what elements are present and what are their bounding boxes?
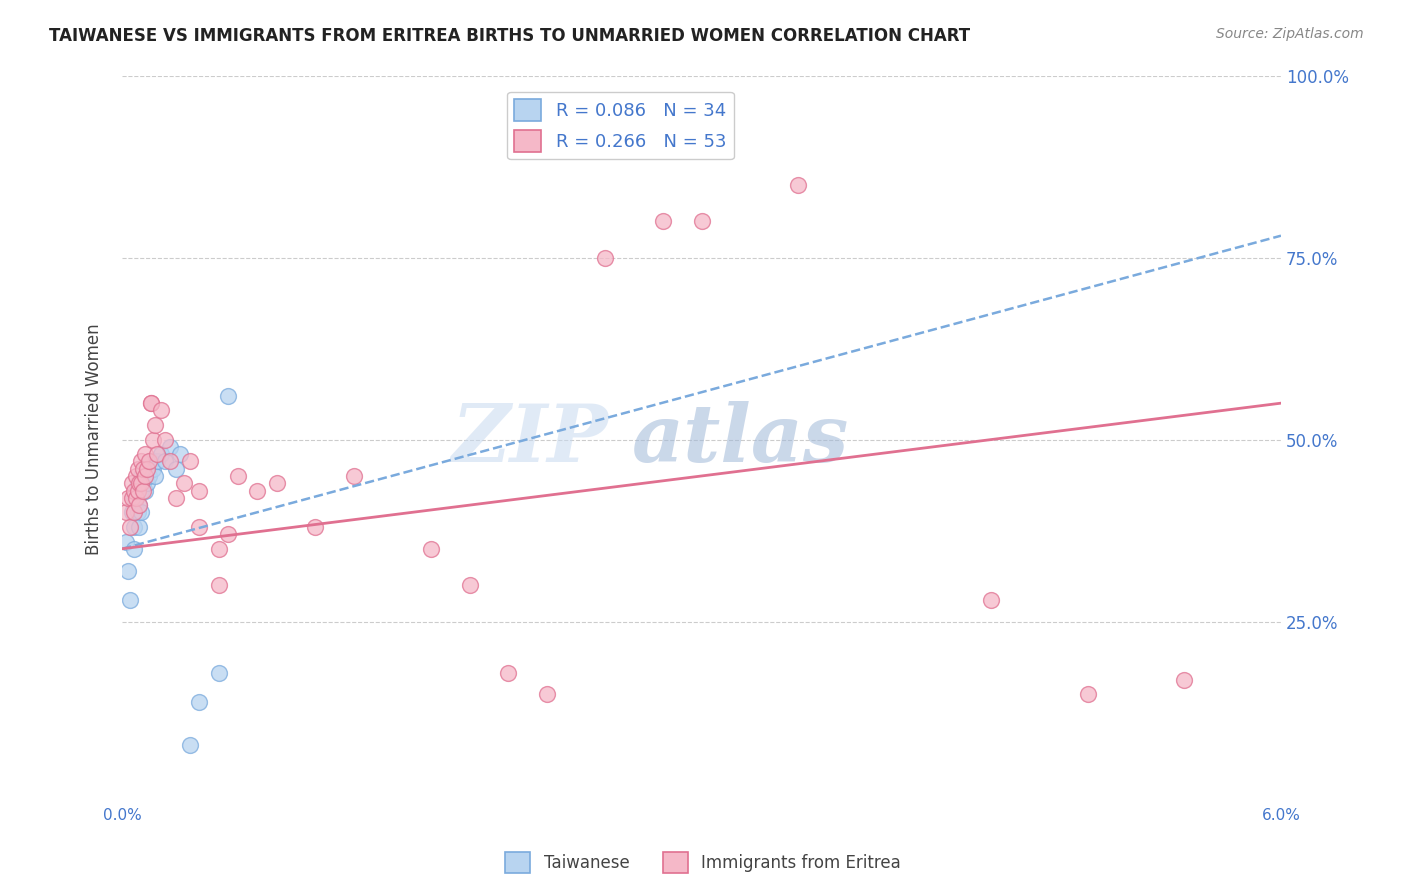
Point — [139, 454, 162, 468]
Point — [246, 483, 269, 498]
Point — [179, 739, 201, 753]
Point — [131, 505, 153, 519]
Point — [127, 461, 149, 475]
Point — [128, 498, 150, 512]
Point — [124, 469, 146, 483]
Point — [134, 447, 156, 461]
Point — [179, 454, 201, 468]
Point — [117, 491, 139, 505]
Point — [143, 417, 166, 432]
Point — [131, 469, 153, 483]
Point — [188, 520, 211, 534]
Point — [124, 491, 146, 505]
Point — [127, 505, 149, 519]
Point — [118, 520, 141, 534]
Point — [420, 541, 443, 556]
Point — [498, 665, 520, 680]
Point — [217, 527, 239, 541]
Point — [121, 476, 143, 491]
Point — [173, 476, 195, 491]
Point — [122, 483, 145, 498]
Point — [138, 454, 160, 468]
Point — [217, 389, 239, 403]
Point — [128, 476, 150, 491]
Point — [134, 461, 156, 475]
Point — [121, 491, 143, 505]
Point — [146, 447, 169, 461]
Point — [787, 178, 810, 192]
Point — [153, 454, 176, 468]
Y-axis label: Births to Unmarried Women: Births to Unmarried Women — [86, 324, 103, 556]
Point — [651, 214, 673, 228]
Point — [134, 483, 156, 498]
Point — [127, 483, 149, 498]
Point — [149, 447, 172, 461]
Point — [207, 578, 229, 592]
Point — [536, 687, 558, 701]
Point — [1077, 687, 1099, 701]
Point — [458, 578, 481, 592]
Point — [266, 476, 288, 491]
Point — [153, 433, 176, 447]
Point — [207, 541, 229, 556]
Point — [146, 454, 169, 468]
Point — [124, 491, 146, 505]
Point — [139, 396, 162, 410]
Point — [343, 469, 366, 483]
Point — [132, 483, 155, 498]
Point — [1173, 673, 1195, 687]
Text: Source: ZipAtlas.com: Source: ZipAtlas.com — [1216, 27, 1364, 41]
Point — [143, 469, 166, 483]
Point — [159, 454, 181, 468]
Point — [122, 505, 145, 519]
Point — [128, 498, 150, 512]
Text: atlas: atlas — [631, 401, 849, 478]
Point — [142, 433, 165, 447]
Text: ZIP: ZIP — [451, 401, 609, 478]
Point — [131, 483, 153, 498]
Point — [593, 251, 616, 265]
Point — [207, 665, 229, 680]
Point — [132, 461, 155, 475]
Point — [124, 483, 146, 498]
Point — [131, 454, 153, 468]
Point — [142, 461, 165, 475]
Point — [226, 469, 249, 483]
Point — [690, 214, 713, 228]
Legend: Taiwanese, Immigrants from Eritrea: Taiwanese, Immigrants from Eritrea — [499, 846, 907, 880]
Point — [115, 534, 138, 549]
Point — [139, 396, 162, 410]
Point — [188, 695, 211, 709]
Point — [115, 505, 138, 519]
Point — [980, 592, 1002, 607]
Point — [121, 505, 143, 519]
Point — [117, 564, 139, 578]
Point — [134, 469, 156, 483]
Legend: R = 0.086   N = 34, R = 0.266   N = 53: R = 0.086 N = 34, R = 0.266 N = 53 — [508, 92, 734, 160]
Point — [138, 469, 160, 483]
Point — [131, 476, 153, 491]
Point — [122, 520, 145, 534]
Text: TAIWANESE VS IMMIGRANTS FROM ERITREA BIRTHS TO UNMARRIED WOMEN CORRELATION CHART: TAIWANESE VS IMMIGRANTS FROM ERITREA BIR… — [49, 27, 970, 45]
Point — [132, 476, 155, 491]
Point — [159, 440, 181, 454]
Point — [169, 447, 191, 461]
Point — [122, 491, 145, 505]
Point — [136, 461, 159, 475]
Point — [118, 592, 141, 607]
Point — [304, 520, 326, 534]
Point — [188, 483, 211, 498]
Point — [127, 476, 149, 491]
Point — [165, 491, 187, 505]
Point — [136, 476, 159, 491]
Point — [149, 403, 172, 417]
Point — [128, 520, 150, 534]
Point — [122, 541, 145, 556]
Point — [165, 461, 187, 475]
